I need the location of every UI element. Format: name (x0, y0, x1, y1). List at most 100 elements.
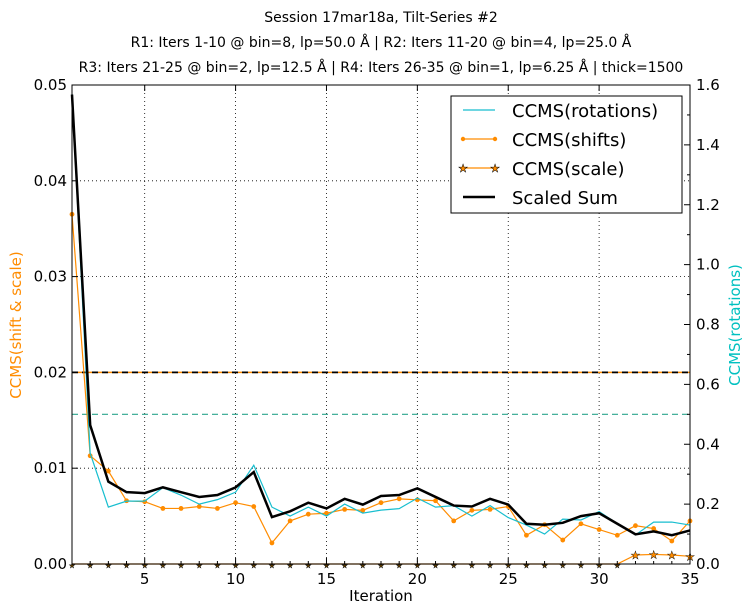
shifts-point (178, 506, 184, 511)
shifts-point (614, 532, 620, 538)
scale-point: ★ (451, 562, 457, 570)
shifts-point (524, 532, 529, 538)
scale-point: ★ (487, 562, 493, 570)
right-y-tick-label: 0.8 (696, 316, 720, 334)
shifts-point (342, 506, 348, 512)
scale-point: ★ (378, 562, 384, 570)
scale-point: ★ (142, 562, 148, 570)
legend: CCMS(rotations) CCMS(shifts) ★ ★ CCMS(sc… (450, 95, 683, 214)
scale-point: ★ (178, 562, 184, 570)
shifts-point (360, 507, 366, 513)
scale-point: ★ (123, 562, 129, 570)
scale-point: ★ (342, 562, 348, 570)
series-line-scaledsum (70, 94, 691, 537)
scale-point: ★ (287, 562, 293, 570)
x-tick-label: 35 (680, 570, 699, 588)
scale-point: ★ (523, 562, 529, 570)
left-y-tick-label: 0.04 (34, 172, 67, 190)
scale-point: ★ (196, 562, 202, 570)
right-y-tick-label: 1.2 (696, 196, 720, 214)
legend-rotations-label: CCMS(rotations) (512, 101, 658, 122)
shifts-point (269, 540, 275, 546)
right-y-tick-label: 0.6 (696, 375, 720, 393)
shifts-point (651, 526, 657, 531)
scale-point: ★ (69, 562, 75, 570)
shifts-point (433, 498, 438, 504)
scale-point: ★ (432, 562, 438, 570)
shifts-point (287, 518, 293, 524)
chart-title-line-1: Session 17mar18a, Tilt-Series #2 (264, 10, 498, 26)
shifts-point (469, 507, 475, 513)
shifts-point (596, 527, 602, 532)
x-tick-label: 30 (590, 570, 609, 588)
scale-point: ★ (87, 562, 93, 570)
shifts-point (305, 511, 311, 517)
shifts-point (105, 468, 111, 474)
x-tick-label: 5 (140, 570, 150, 588)
legend-scale-marker: ★ (458, 162, 468, 175)
scale-point: ★ (667, 549, 677, 562)
left-y-axis-label: CCMS(shift & scale) (7, 251, 25, 398)
shifts-point (233, 500, 238, 506)
scale-point: ★ (414, 562, 420, 570)
scale-point: ★ (323, 562, 329, 570)
x-tick-label: 25 (499, 570, 518, 588)
x-tick-label: 20 (408, 570, 427, 588)
shifts-point (396, 496, 402, 502)
x-axis-label: Iteration (349, 587, 413, 605)
right-y-tick-label: 1.4 (696, 136, 720, 154)
chart-title-line-3: R3: Iters 21-25 @ bin=2, lp=12.5 Å | R4:… (79, 59, 684, 76)
scale-point: ★ (232, 562, 238, 570)
right-y-tick-label: 1.6 (696, 76, 720, 94)
shifts-point (196, 504, 202, 509)
shifts-point (560, 537, 566, 543)
series-line-ccmsrotations (71, 93, 691, 536)
shifts-point (251, 504, 257, 509)
right-y-tick-label: 0.4 (696, 435, 720, 453)
shifts-point (378, 500, 384, 506)
left-y-tick-label: 0.01 (34, 459, 67, 477)
scale-point: ★ (649, 548, 659, 561)
shifts-point (487, 506, 493, 512)
shifts-point (451, 518, 457, 524)
legend-scale-label: CCMS(scale) (512, 159, 625, 180)
right-y-tick-label: 0.2 (696, 495, 720, 513)
scale-point: ★ (269, 562, 275, 570)
legend-scale-marker: ★ (490, 162, 500, 175)
left-y-tick-label: 0.05 (34, 76, 67, 94)
legend-sum-label: Scaled Sum (512, 188, 618, 209)
scale-point: ★ (214, 562, 220, 570)
scale-point: ★ (105, 562, 111, 570)
scale-point: ★ (541, 562, 547, 570)
chart-title-line-2: R1: Iters 1-10 @ bin=8, lp=50.0 Å | R2: … (131, 34, 632, 51)
left-y-tick-label: 0.03 (34, 268, 67, 286)
legend-shifts-label: CCMS(shifts) (512, 130, 626, 151)
scale-point: ★ (614, 562, 620, 570)
shifts-point (578, 521, 584, 527)
scale-point: ★ (560, 562, 566, 570)
x-tick-label: 15 (317, 570, 336, 588)
shifts-point (633, 523, 638, 529)
scale-point: ★ (305, 562, 311, 570)
shifts-point (160, 506, 166, 511)
left-y-tick-label: 0.02 (34, 363, 67, 381)
left-y-tick-label: 0.00 (34, 555, 67, 573)
legend-shifts-marker (460, 136, 466, 142)
x-tick-label: 10 (226, 570, 245, 588)
scale-point: ★ (251, 562, 257, 570)
shifts-point (324, 510, 329, 516)
shifts-point (669, 538, 675, 544)
right-y-tick-label: 1.0 (696, 256, 720, 274)
scale-point: ★ (469, 562, 475, 570)
series-line-ccmsshifts (71, 214, 691, 545)
legend-box (450, 95, 683, 214)
scale-point: ★ (578, 562, 584, 570)
legend-shifts-marker (492, 136, 498, 142)
scale-point: ★ (160, 562, 166, 570)
scale-point: ★ (396, 562, 402, 570)
scale-point: ★ (631, 549, 641, 562)
scale-point: ★ (596, 562, 602, 570)
scale-point: ★ (505, 562, 511, 570)
